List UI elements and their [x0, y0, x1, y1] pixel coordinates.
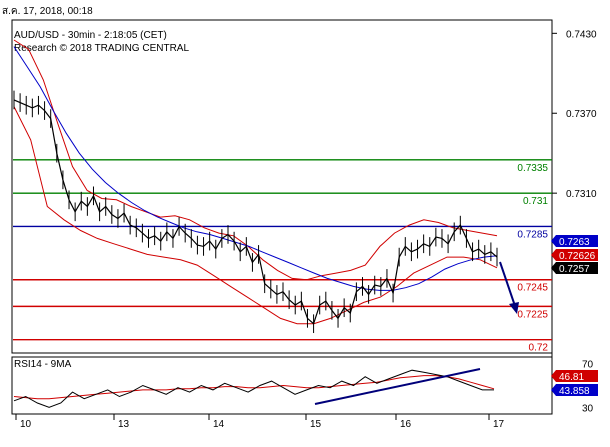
level-label: 0.7225 [517, 309, 548, 320]
rsi-trendline [314, 368, 481, 405]
value-badge [556, 235, 598, 247]
x-tick-label: 17 [493, 419, 505, 430]
bollinger-lower-line [13, 106, 498, 325]
value-badge [556, 384, 598, 396]
value-badge-pointer [551, 249, 556, 261]
level-label: 0.7245 [517, 283, 548, 294]
x-tick-label: 16 [400, 419, 412, 430]
timestamp: ส.ค. 17, 2018, 00:18 [2, 6, 93, 17]
rsi-ma-line [13, 375, 495, 400]
value-badge-pointer [551, 235, 556, 247]
rsi-label: RSI14 - 9MA [14, 359, 72, 370]
rsi-tick-label: 70 [582, 360, 594, 371]
x-tick-label: 14 [213, 419, 225, 430]
forecast-arrow [499, 261, 519, 314]
time-axis-ticks: 10 13 14 15 16 17 [15, 414, 505, 430]
value-badge-label: 43.858 [559, 386, 590, 397]
level-label: 0.7335 [517, 163, 548, 174]
price-badges: 0.7263 0.72626 0.7257 46.81 43.858 [551, 235, 598, 397]
value-badge [556, 370, 598, 382]
bollinger-upper-line [13, 39, 498, 281]
price-line [13, 99, 498, 325]
value-badge-label: 0.7257 [559, 264, 590, 275]
rsi-axis-ticks: 70 30 [582, 360, 594, 415]
y-tick-label: 0.7430 [566, 29, 597, 40]
value-badge-label: 0.72626 [559, 251, 596, 262]
moving-average-line [13, 46, 498, 291]
forecast-arrow-line [499, 261, 516, 307]
level-label: 0.72 [529, 343, 549, 354]
value-badge [556, 249, 598, 261]
rsi-line [13, 369, 494, 408]
value-badge-pointer [551, 370, 556, 382]
x-tick-label: 13 [118, 419, 130, 430]
rsi-tick-label: 30 [582, 403, 594, 414]
value-badge-label: 0.7263 [559, 237, 590, 248]
x-tick-label: 15 [310, 419, 322, 430]
level-label: 0.7285 [517, 229, 548, 240]
main-plot-area [11, 19, 553, 354]
x-tick-label: 10 [20, 419, 32, 430]
value-badge-pointer [551, 384, 556, 396]
price-axis-ticks: 0.7430 0.7370 0.7310 [552, 29, 597, 200]
moving-average [13, 46, 498, 291]
bollinger-bands [13, 39, 498, 325]
value-badge [556, 262, 598, 274]
y-tick-label: 0.7370 [566, 109, 597, 120]
chart-title: AUD/USD - 30min - 2:18:05 (CET) [14, 30, 167, 41]
chart-subtitle: Research © 2018 TRADING CENTRAL [14, 43, 189, 54]
rsi-panel-lines [13, 369, 495, 408]
forecast-arrowhead [509, 302, 519, 314]
value-badge-label: 46.81 [559, 372, 584, 383]
price-series [13, 90, 498, 334]
support-resistance-levels: 0.7335 0.731 0.7285 0.7245 0.7225 0.72 [13, 159, 552, 354]
value-badge-pointer [551, 262, 556, 274]
y-tick-label: 0.7310 [566, 189, 597, 200]
level-label: 0.731 [523, 196, 548, 207]
